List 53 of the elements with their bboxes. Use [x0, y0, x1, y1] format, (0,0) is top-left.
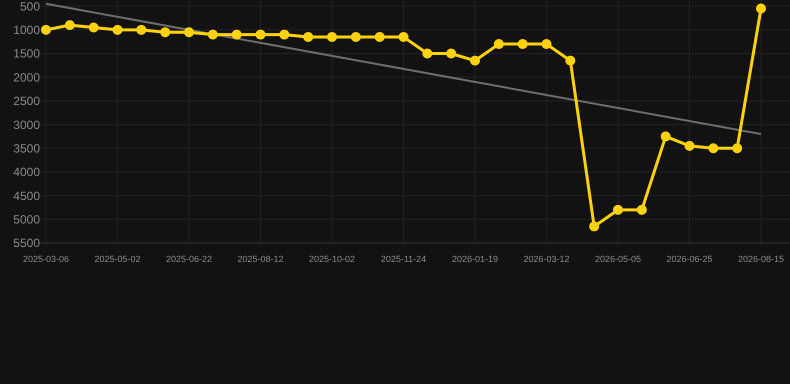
- point: [208, 30, 218, 40]
- x-tick-label: 2025-10-02: [308, 254, 356, 264]
- y-tick-label: 2500: [13, 94, 40, 108]
- y-tick-label: 2000: [13, 70, 40, 84]
- y-tick-label: 3000: [13, 118, 40, 132]
- point: [565, 56, 576, 66]
- point: [446, 48, 456, 59]
- y-tick-label: 4500: [13, 188, 40, 203]
- point: [708, 143, 718, 154]
- y-tick-label: 500: [20, 0, 40, 14]
- point: [64, 20, 75, 30]
- x-tick-label: 2026-05-05: [594, 254, 642, 264]
- point: [136, 24, 146, 35]
- x-tick-label: 2025-03-06: [22, 254, 70, 264]
- x-tick-label: 2026-03-12: [523, 254, 570, 264]
- point: [494, 39, 504, 50]
- y-tick-label: 1500: [13, 46, 40, 61]
- point: [112, 24, 122, 35]
- x-tick-label: 2025-06-22: [166, 254, 212, 264]
- y-tick-label: 3500: [13, 141, 40, 156]
- point: [518, 39, 528, 50]
- point: [88, 22, 99, 32]
- point: [350, 32, 361, 42]
- point: [756, 4, 766, 14]
- point: [398, 32, 408, 42]
- point: [327, 32, 337, 42]
- point: [422, 48, 432, 59]
- y-tick-label: 4000: [13, 165, 40, 180]
- point: [470, 56, 480, 66]
- point: [256, 30, 266, 40]
- point: [660, 131, 671, 142]
- point: [542, 39, 552, 50]
- point: [732, 143, 742, 154]
- point: [684, 140, 694, 151]
- point: [374, 32, 385, 42]
- y-tick-label: 5500: [13, 236, 40, 250]
- point: [589, 221, 600, 232]
- point: [41, 24, 51, 35]
- point: [160, 27, 170, 38]
- y-tick-label: 5000: [13, 212, 40, 227]
- point: [636, 204, 647, 215]
- point: [303, 32, 314, 42]
- x-tick-label: 2026-08-15: [738, 254, 784, 264]
- point: [184, 27, 194, 38]
- x-tick-label: 2026-06-25: [666, 254, 713, 264]
- x-tick-label: 2025-05-02: [94, 254, 141, 264]
- point: [232, 30, 242, 40]
- point: [613, 204, 623, 215]
- x-tick-label: 2025-08-12: [237, 254, 284, 264]
- x-tick-label: 2025-11-24: [380, 254, 426, 264]
- x-tick-label: 2026-01-19: [452, 254, 498, 264]
- y-tick-label: 1000: [13, 23, 40, 38]
- point: [279, 30, 290, 40]
